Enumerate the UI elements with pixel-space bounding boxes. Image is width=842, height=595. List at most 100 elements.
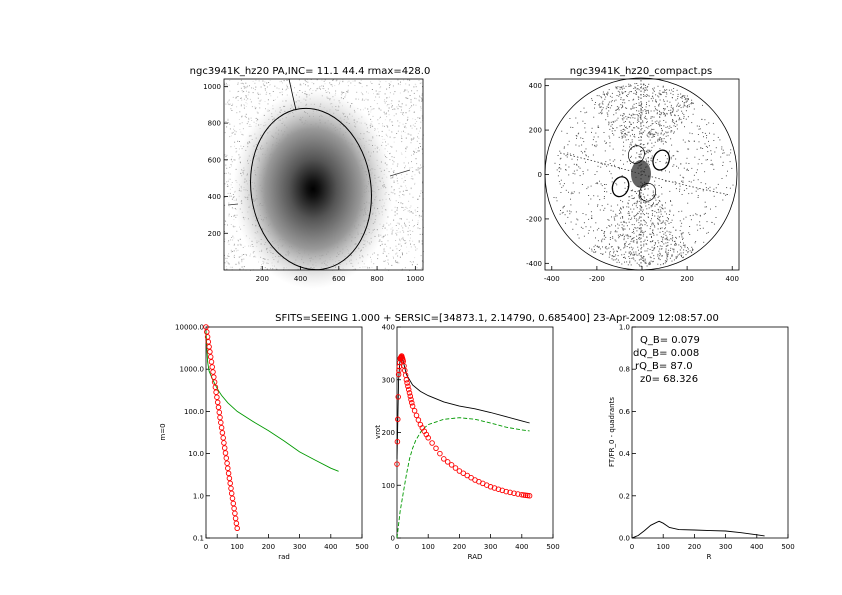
compact-noise-pixel bbox=[605, 161, 607, 163]
compact-noise-pixel bbox=[679, 190, 680, 192]
image-noise-pixel bbox=[260, 266, 262, 268]
compact-noise-pixel bbox=[612, 256, 614, 258]
compact-noise-pixel bbox=[646, 265, 648, 267]
image-noise-pixel bbox=[386, 113, 387, 115]
compact-noise-pixel bbox=[694, 140, 695, 142]
compact-noise-pixel bbox=[585, 131, 587, 133]
image-noise-pixel bbox=[394, 193, 396, 195]
compact-noise-pixel bbox=[661, 205, 663, 207]
compact-noise-pixel bbox=[600, 253, 602, 254]
image-noise-pixel bbox=[402, 112, 404, 114]
compact-noise-pixel bbox=[664, 262, 666, 264]
rotation-series-2-marker bbox=[411, 407, 418, 414]
compact-noise-pixel bbox=[662, 237, 664, 239]
compact-noise-pixel bbox=[611, 255, 613, 257]
compact-noise-pixel bbox=[648, 264, 650, 266]
compact-noise-pixel bbox=[658, 211, 660, 213]
image-noise-pixel bbox=[384, 138, 386, 140]
image-noise-pixel bbox=[393, 156, 395, 158]
compact-noise-pixel bbox=[649, 261, 651, 263]
image-noise-pixel bbox=[226, 260, 228, 262]
compact-noise-pixel bbox=[654, 197, 656, 199]
compact-noise-pixel bbox=[634, 227, 636, 229]
compact-noise-pixel bbox=[658, 242, 660, 244]
image-noise-pixel bbox=[414, 174, 416, 176]
compact-noise-pixel bbox=[670, 201, 672, 202]
compact-noise-pixel bbox=[629, 251, 631, 253]
image-noise-pixel bbox=[410, 99, 412, 100]
compact-noise-pixel bbox=[626, 107, 628, 109]
compact-noise-pixel bbox=[663, 125, 665, 127]
compact-noise-pixel bbox=[705, 183, 707, 185]
image-noise-pixel bbox=[230, 239, 232, 241]
image-noise-pixel bbox=[404, 180, 406, 181]
image-noise-pixel bbox=[404, 131, 406, 133]
compact-noise-pixel bbox=[623, 145, 625, 147]
compact-noise-pixel bbox=[683, 104, 685, 106]
image-noise-pixel bbox=[396, 177, 398, 179]
compact-noise-pixel bbox=[623, 225, 625, 227]
image-noise-pixel bbox=[305, 81, 307, 83]
compact-noise-pixel bbox=[691, 102, 693, 103]
image-noise-pixel bbox=[227, 103, 229, 105]
image-noise-pixel bbox=[418, 80, 420, 81]
compact-noise-pixel bbox=[662, 255, 663, 257]
compact-noise-pixel bbox=[656, 120, 658, 122]
compact-noise-pixel bbox=[599, 106, 601, 108]
image-noise-pixel bbox=[225, 257, 227, 259]
compact-noise-pixel bbox=[577, 159, 578, 161]
compact-noise-pixel bbox=[663, 138, 665, 140]
compact-noise-pixel bbox=[595, 132, 597, 134]
compact-noise-pixel bbox=[706, 206, 707, 208]
image-noise-pixel bbox=[343, 92, 345, 93]
image-noise-pixel bbox=[370, 81, 372, 83]
compact-noise-pixel bbox=[571, 191, 573, 193]
rotation-series-2-marker bbox=[452, 465, 459, 471]
compact-noise-pixel bbox=[625, 222, 627, 224]
compact-noise-pixel bbox=[633, 215, 635, 217]
compact-noise-pixel bbox=[615, 225, 616, 227]
image-noise-pixel bbox=[243, 87, 245, 89]
image-noise-pixel bbox=[418, 100, 420, 102]
compact-noise-pixel bbox=[645, 112, 647, 114]
image-noise-pixel bbox=[316, 79, 318, 81]
compact-noise-pixel bbox=[626, 95, 627, 97]
image-noise-pixel bbox=[373, 263, 375, 265]
image-noise-pixel bbox=[405, 185, 407, 187]
image-noise-pixel bbox=[379, 87, 381, 89]
image-noise-pixel bbox=[394, 214, 396, 216]
image-noise-pixel bbox=[401, 106, 403, 108]
compact-noise-pixel bbox=[713, 188, 715, 190]
compact-noise-pixel bbox=[626, 225, 628, 227]
compact-noise-pixel bbox=[628, 211, 630, 212]
compact-noise-pixel bbox=[695, 172, 697, 174]
compact-noise-pixel bbox=[689, 226, 691, 227]
image-noise-pixel bbox=[254, 106, 256, 108]
compact-noise-pixel bbox=[560, 157, 562, 159]
compact-noise-pixel bbox=[628, 244, 630, 245]
compact-noise-pixel bbox=[621, 87, 623, 89]
image-noise-pixel bbox=[393, 115, 395, 117]
compact-noise-pixel bbox=[660, 211, 662, 213]
compact-noise-pixel bbox=[647, 248, 649, 250]
image-noise-pixel bbox=[229, 166, 231, 168]
compact-noise-pixel bbox=[641, 246, 643, 248]
compact-noise-pixel bbox=[675, 256, 677, 258]
image-noise-pixel bbox=[375, 90, 377, 92]
compact-noise-pixel bbox=[732, 184, 734, 186]
compact-noise-pixel bbox=[612, 148, 614, 150]
compact-noise-pixel bbox=[666, 93, 668, 95]
compact-noise-pixel bbox=[643, 255, 644, 257]
compact-noise-pixel bbox=[634, 202, 636, 204]
compact-noise-pixel bbox=[634, 136, 636, 138]
compact-noise-pixel bbox=[642, 209, 644, 211]
compact-noise-pixel bbox=[650, 206, 652, 208]
compact-noise-pixel bbox=[619, 94, 621, 96]
compact-noise-pixel bbox=[583, 107, 585, 109]
compact-noise-pixel bbox=[609, 159, 611, 161]
compact-noise-pixel bbox=[618, 236, 620, 237]
compact-noise-pixel bbox=[622, 85, 624, 87]
compact-noise-pixel bbox=[665, 135, 667, 137]
compact-noise-pixel bbox=[608, 101, 610, 103]
